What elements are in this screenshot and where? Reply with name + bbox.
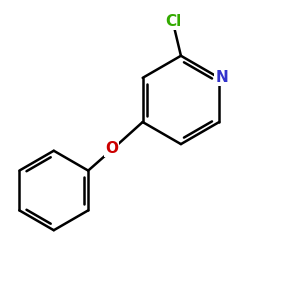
Text: O: O <box>105 141 118 156</box>
Text: N: N <box>215 70 228 86</box>
Text: Cl: Cl <box>165 14 182 29</box>
